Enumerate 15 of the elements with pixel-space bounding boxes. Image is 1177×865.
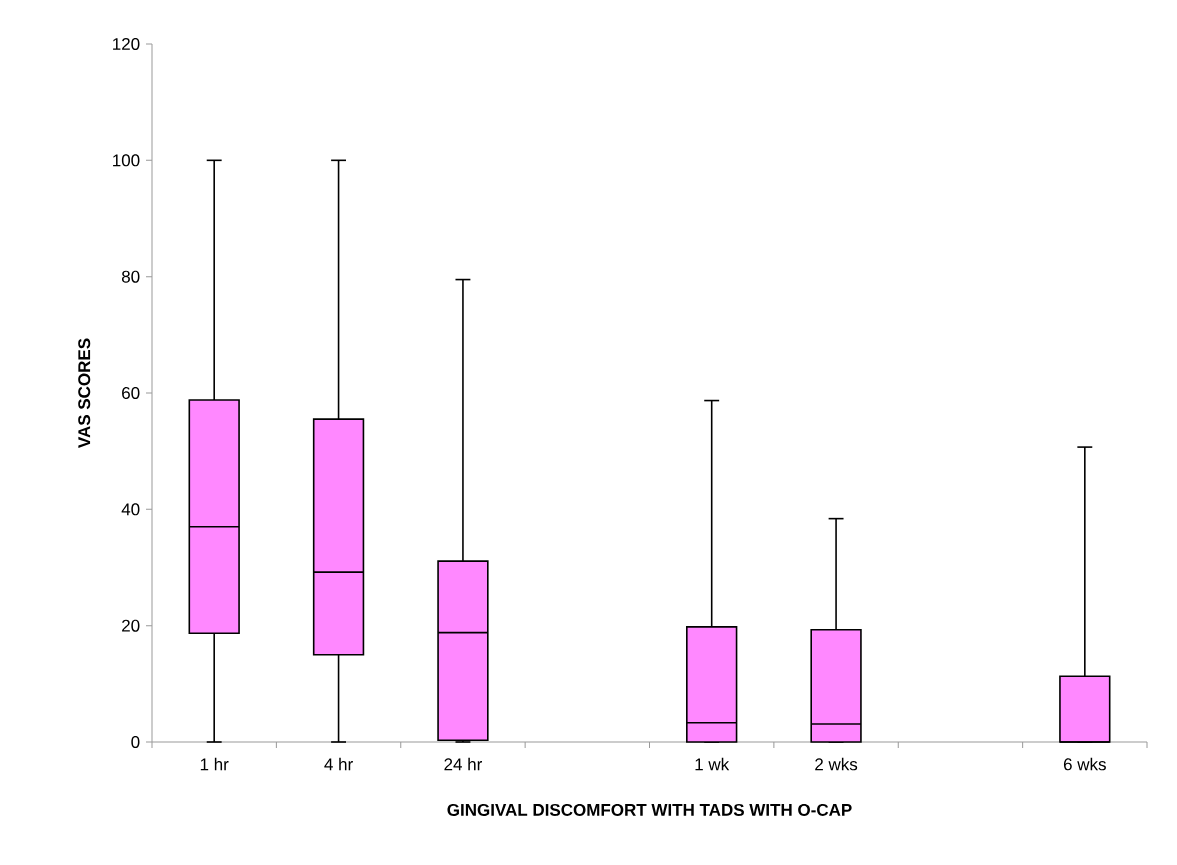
x-tick-label: 24 hr [444, 757, 483, 771]
x-tick-label: 1 wk [695, 757, 730, 771]
x-tick-label: 1 hr [200, 757, 229, 771]
y-tick-label: 0 [131, 735, 140, 749]
y-tick-label: 80 [121, 270, 140, 283]
x-tick-label: 4 hr [324, 757, 353, 771]
y-tick-label: 40 [121, 503, 140, 516]
x-tick-label: 2 wks [815, 757, 858, 771]
y-axis-title: VAS SCORES [78, 338, 91, 448]
x-tick-label: 6 wks [1063, 757, 1106, 771]
x-axis-title: GINGIVAL DISCOMFORT WITH TADS WITH O-CAP [447, 803, 852, 816]
y-tick-label: 100 [113, 154, 140, 167]
y-tick-label: 120 [113, 37, 140, 51]
y-tick-label: 60 [122, 386, 140, 400]
y-tick-label: 20 [122, 619, 140, 632]
